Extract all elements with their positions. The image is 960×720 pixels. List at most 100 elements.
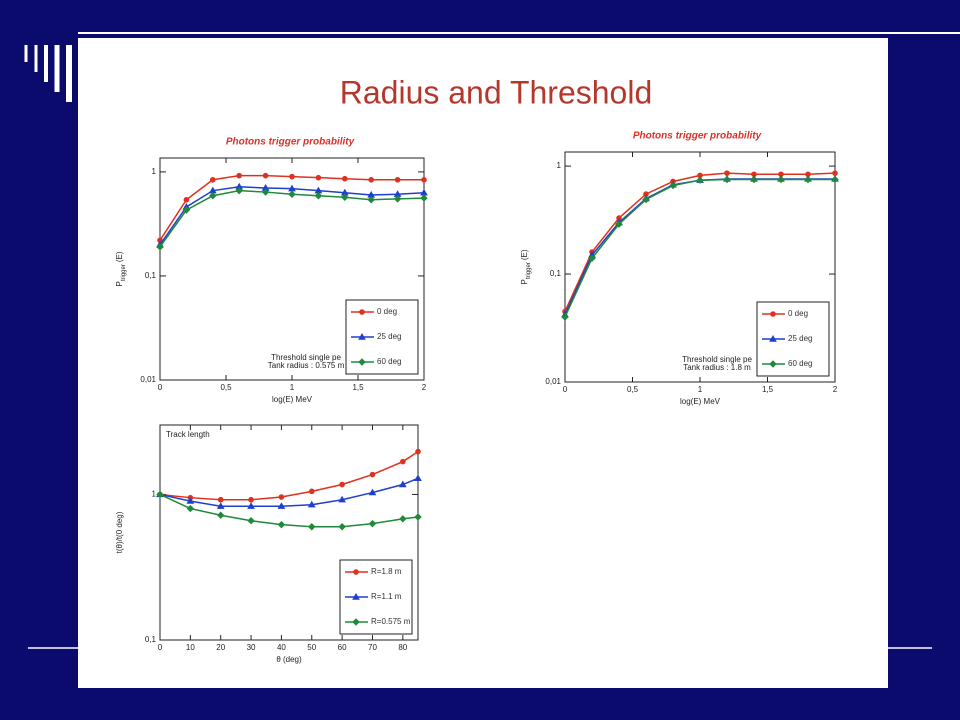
annotation: Tank radius : 0.575 m — [268, 361, 345, 370]
data-point — [394, 176, 401, 183]
legend-marker — [352, 618, 360, 626]
data-point — [400, 458, 406, 465]
data-point — [615, 220, 623, 228]
legend-label: 60 deg — [788, 359, 812, 368]
data-point — [561, 313, 569, 321]
x-tick-label: 1 — [698, 385, 703, 394]
y-tick-label: 0,1 — [145, 635, 157, 644]
data-point — [216, 502, 225, 509]
data-point — [750, 175, 758, 184]
x-tick-label: 1,5 — [352, 383, 364, 392]
data-point — [262, 172, 269, 179]
y-axis-label: Ptrigger (E) — [520, 249, 531, 284]
x-tick-label: 1,5 — [762, 385, 774, 394]
y-axis-label-main: P — [115, 281, 124, 286]
data-point — [186, 504, 195, 513]
legend-marker — [769, 360, 777, 368]
data-point — [236, 172, 242, 179]
y-axis-label-tail: (E) — [520, 249, 529, 260]
x-axis-label: log(E) MeV — [680, 397, 721, 406]
data-point — [315, 174, 322, 181]
data-point — [216, 511, 225, 519]
data-line — [159, 493, 419, 528]
legend-marker — [769, 334, 777, 342]
y-tick-label: 0,1 — [550, 269, 562, 278]
x-tick-label: 0,5 — [220, 383, 232, 392]
data-point — [420, 194, 428, 202]
data-point — [247, 517, 255, 525]
x-tick-label: 30 — [247, 643, 256, 652]
chart: 0 0,5 1 1,5 2 0,01 0,1 1 Photons trigger probabi… — [115, 137, 428, 404]
annotation: Threshold single pe — [271, 353, 341, 362]
x-tick-label: 20 — [216, 643, 225, 652]
data-point — [696, 176, 704, 184]
data-point — [183, 196, 190, 203]
x-tick-label: 0 — [563, 385, 568, 394]
data-point — [210, 176, 216, 183]
annotation: Track length — [166, 430, 210, 439]
x-tick-label: 40 — [277, 643, 286, 652]
legend-marker — [770, 311, 776, 317]
legend-label: R=1.8 m — [371, 567, 402, 576]
x-tick-label: 2 — [833, 385, 838, 394]
data-point — [399, 515, 407, 523]
data-point — [338, 495, 346, 503]
legend-marker — [358, 332, 366, 340]
data-point — [186, 497, 195, 504]
data-point — [235, 186, 243, 195]
chart-title: Photons trigger probability — [226, 137, 355, 148]
y-axis-label: Ptrigger (E) — [115, 251, 126, 286]
legend-marker — [359, 309, 365, 315]
data-point — [414, 474, 422, 482]
data-point — [831, 175, 839, 184]
legend-label: 60 deg — [377, 357, 401, 366]
legend-label: 25 deg — [788, 334, 812, 343]
x-axis-label: log(E) MeV — [272, 395, 313, 404]
y-tick-label: 0,01 — [545, 377, 561, 386]
x-axis-label: θ (deg) — [276, 655, 302, 664]
y-tick-label: 0,01 — [140, 375, 156, 384]
data-point — [414, 513, 422, 521]
x-tick-label: 80 — [398, 643, 407, 652]
data-point — [288, 190, 296, 198]
legend-marker — [353, 569, 359, 575]
data-point — [278, 494, 285, 500]
slide-title: Radius and Threshold — [340, 74, 653, 110]
y-axis-label-sub: trigger — [121, 264, 127, 281]
data-point — [368, 488, 377, 496]
x-tick-label: 0,5 — [627, 385, 639, 394]
legend-label: 0 deg — [788, 309, 808, 318]
data-point — [367, 196, 375, 204]
data-point — [261, 188, 270, 196]
data-point — [338, 523, 346, 531]
data-point — [393, 195, 402, 203]
x-tick-label: 0 — [158, 643, 163, 652]
data-point — [368, 176, 375, 183]
data-point — [398, 480, 407, 488]
legend-label: R=0.575 m — [371, 617, 411, 626]
chart: 0 0,5 1 1,5 2 0,01 0,1 1 Photons trigger probabi… — [520, 131, 839, 406]
data-point — [588, 254, 596, 262]
data-line — [159, 450, 419, 501]
data-point — [156, 490, 164, 499]
legend-label: 25 deg — [377, 332, 401, 341]
x-tick-label: 2 — [422, 383, 427, 392]
y-axis-label-main: t(θ)/t(0 deg) — [115, 511, 124, 553]
data-point — [248, 496, 254, 503]
content-panel — [78, 38, 888, 688]
deco-bars — [24, 45, 72, 102]
data-point — [341, 193, 349, 202]
data-point — [209, 192, 217, 200]
data-point — [247, 502, 255, 509]
data-point — [182, 206, 191, 214]
y-tick-label: 1 — [557, 161, 562, 170]
y-tick-label: 0,1 — [145, 271, 157, 280]
legend-label: 0 deg — [377, 307, 397, 316]
annotation: Threshold single pe — [682, 355, 752, 364]
x-tick-label: 1 — [290, 383, 295, 392]
data-point — [642, 195, 650, 204]
data-point — [308, 488, 315, 495]
data-point — [314, 192, 323, 200]
data-point — [339, 481, 345, 488]
